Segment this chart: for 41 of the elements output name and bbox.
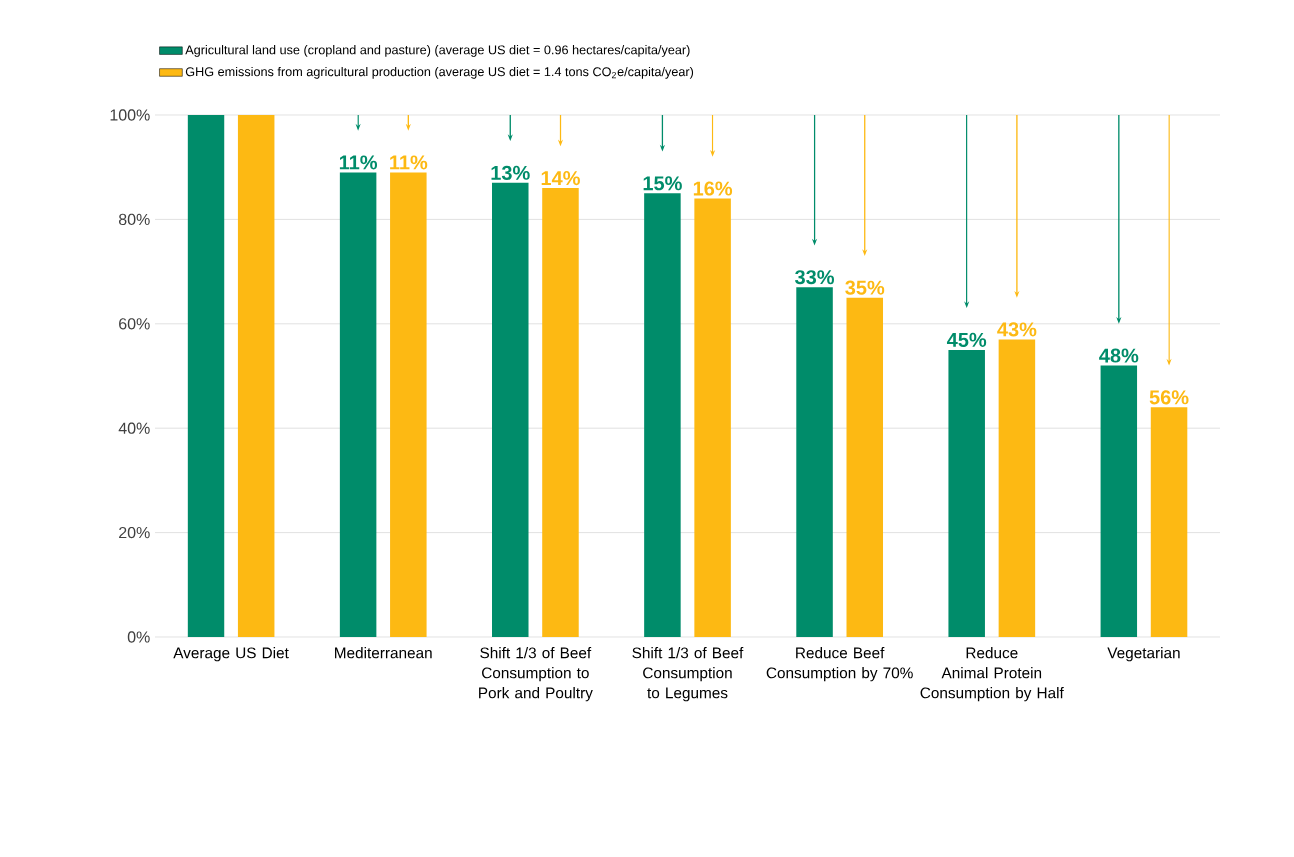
annotation: 14% xyxy=(541,171,580,186)
bar xyxy=(492,182,529,637)
x-tick-label: Reduce Animal Protein Consumption by Half xyxy=(920,647,1064,702)
bar xyxy=(1100,365,1138,637)
annotation: 33% xyxy=(794,270,835,285)
annotation: 43% xyxy=(997,322,1037,337)
annotation: 48% xyxy=(1099,348,1139,363)
bar xyxy=(339,172,377,637)
bar xyxy=(1150,407,1188,637)
annotation: 35% xyxy=(845,280,885,295)
legend-label: Agricultural land use (cropland and pasture) (average US diet = 0.96 hectares/capita/year) xyxy=(185,45,690,57)
y-tick-label: 100% xyxy=(110,109,150,121)
y-tick-label: 60% xyxy=(119,318,150,330)
y-tick-label: 0% xyxy=(127,631,150,643)
bar xyxy=(796,287,833,637)
y-tick-label: 20% xyxy=(119,526,150,539)
bar xyxy=(948,349,985,637)
annotation: 16% xyxy=(693,181,733,196)
legend-label: GHG emissions from agricultural production (average US diet = 1.4 tons CO$_{2}$e/capita/year) xyxy=(185,66,694,79)
annotation: 13% xyxy=(491,165,530,180)
annotation: 15% xyxy=(643,176,682,191)
bar xyxy=(644,193,681,637)
y-tick-label: 40% xyxy=(118,422,150,434)
x-tick-label: Shift 1/3 of Beef Consumption to Legumes xyxy=(632,647,744,702)
bar xyxy=(390,172,427,637)
annotation: 11% xyxy=(339,155,378,170)
bar xyxy=(542,188,579,637)
bar xyxy=(237,114,275,637)
y-tick-label: 80% xyxy=(118,213,150,226)
bar xyxy=(694,198,731,637)
annotation: 11% xyxy=(390,155,428,170)
x-tick-label: Shift 1/3 of Beef Consumption to Pork and Poultry xyxy=(479,647,593,702)
annotation: 56% xyxy=(1149,390,1189,405)
annotation: 45% xyxy=(946,332,987,347)
x-tick-label: Average US Diet xyxy=(173,647,289,662)
bar xyxy=(846,297,884,637)
x-tick-label: Mediterranean xyxy=(335,647,432,659)
bar xyxy=(187,114,225,637)
bar xyxy=(998,339,1036,637)
x-tick-label: Reduce Beef Consumption by 70% xyxy=(766,647,913,682)
x-tick-label: Vegetarian xyxy=(1107,647,1180,662)
